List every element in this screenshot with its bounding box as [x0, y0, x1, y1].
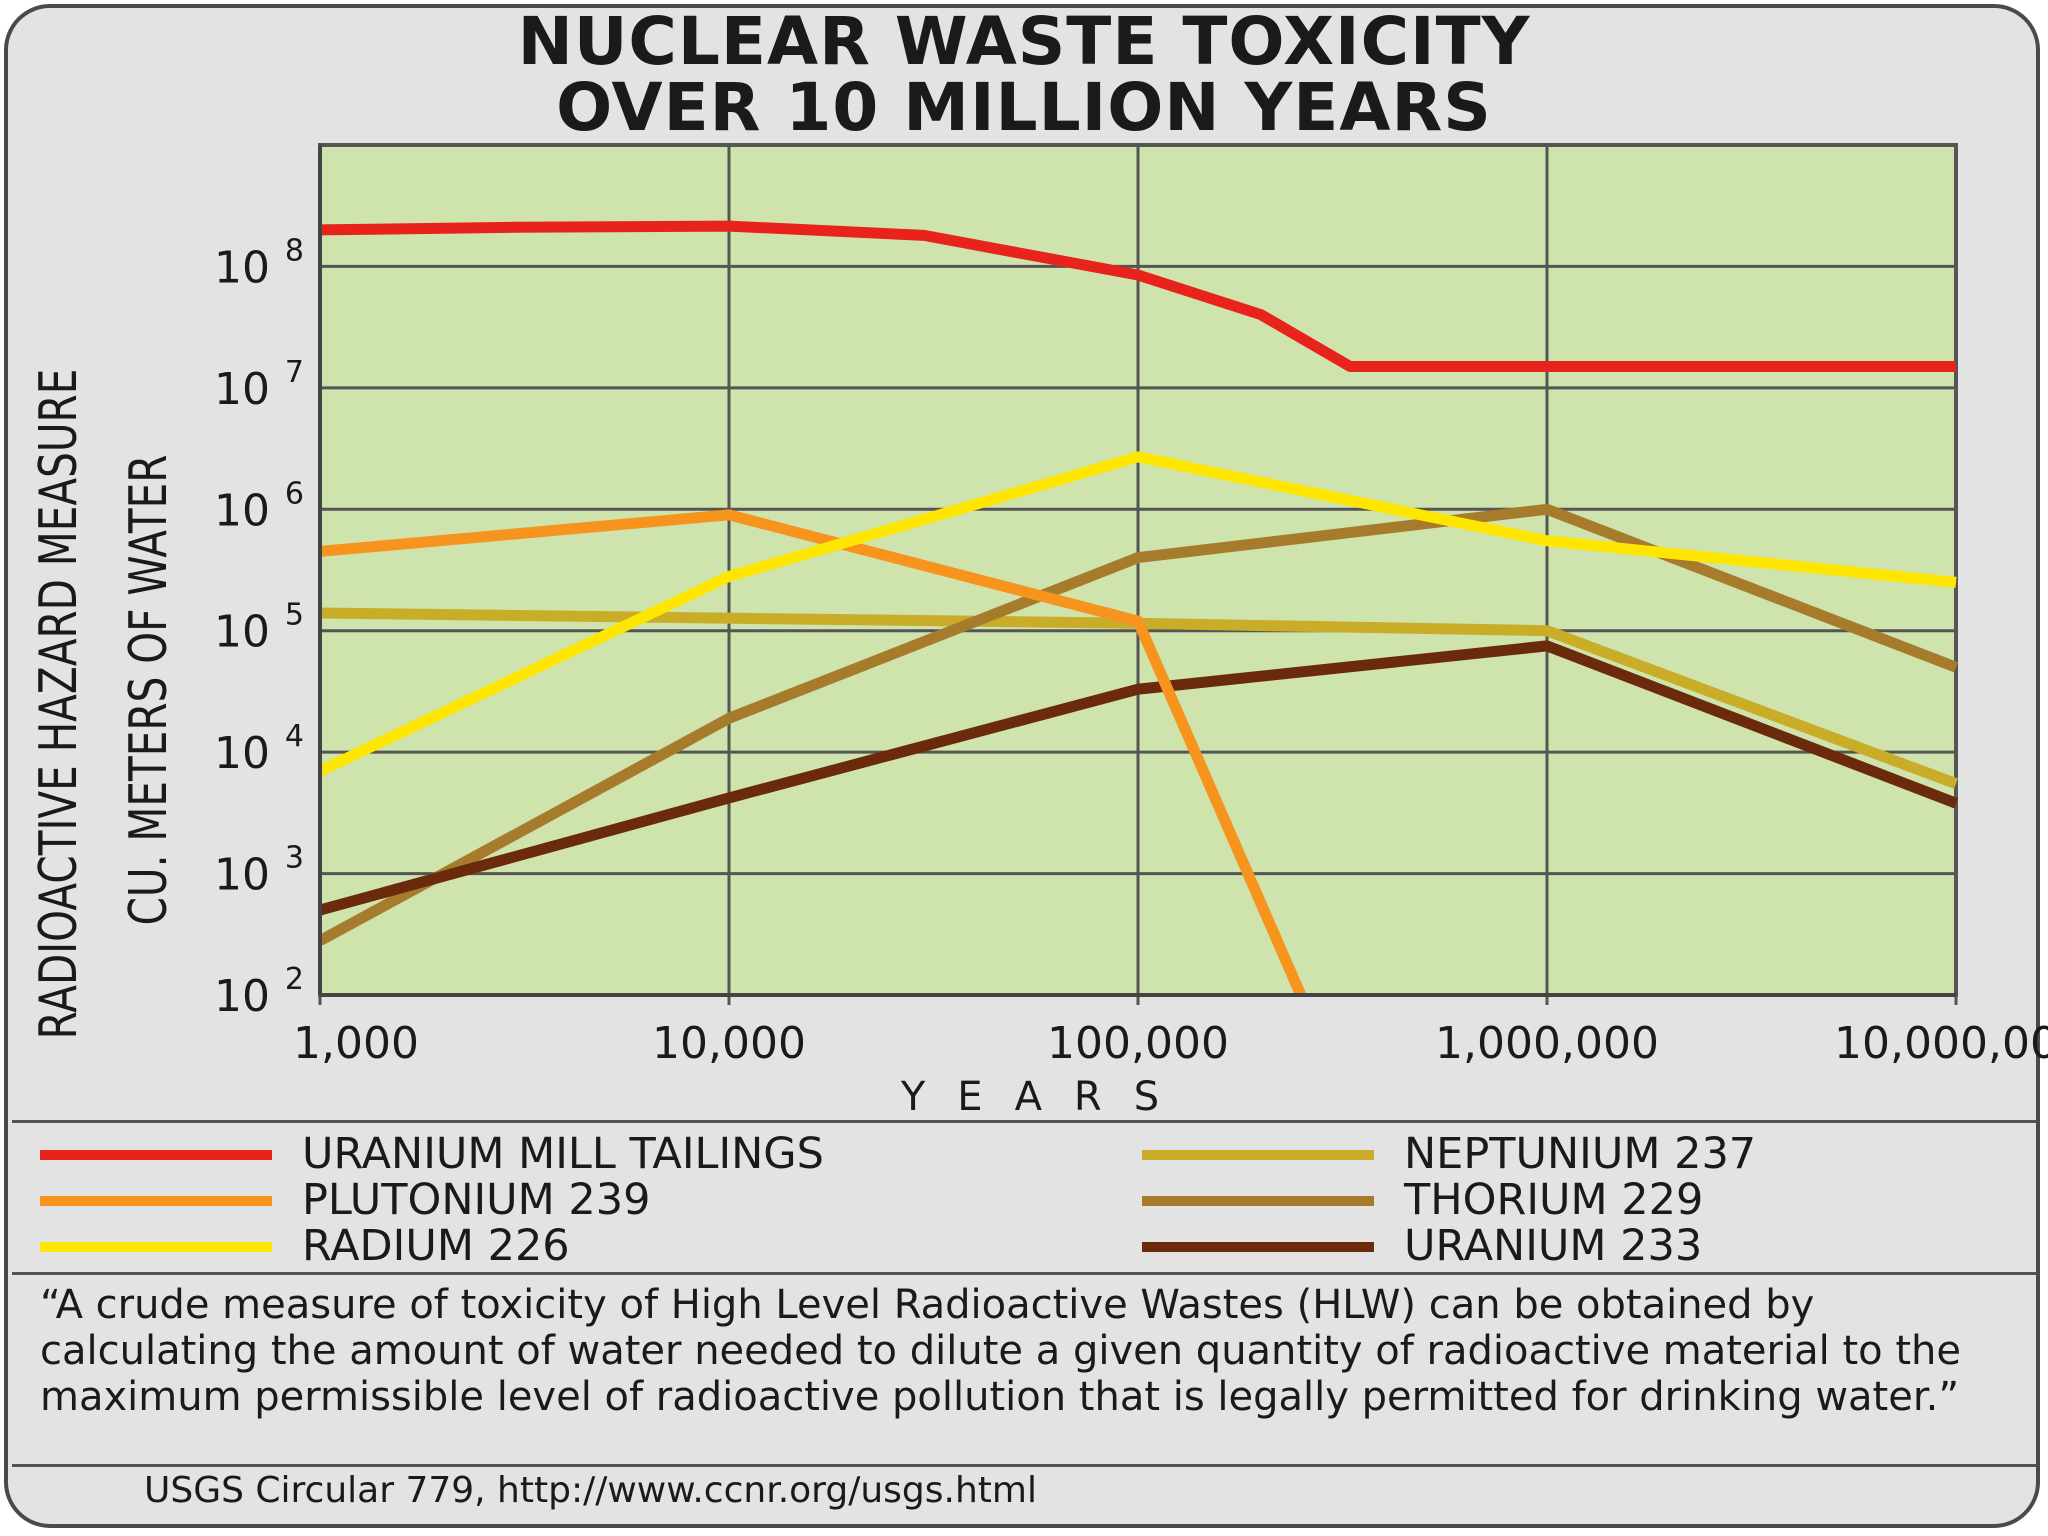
legend-swatch [40, 1150, 272, 1160]
series-line-radium-226 [317, 451, 1957, 776]
legend-swatch [1142, 1196, 1374, 1206]
legend-bottom-divider [12, 1272, 2036, 1275]
legend-swatch [40, 1196, 272, 1206]
source-divider [12, 1464, 2036, 1467]
chart-title-line-1: NUCLEAR WASTE TOXICITY [517, 3, 1531, 80]
legend-label: RADIUM 226 [302, 1221, 570, 1271]
x-tick-label: 10,000,000 [1834, 1018, 2048, 1069]
x-tick-label: 1,000 [293, 1018, 419, 1069]
y-tick-exponent: 4 [285, 719, 304, 754]
x-tick-label: 10,000 [652, 1018, 806, 1069]
series-line-neptunium-237 [319, 607, 1958, 789]
y-tick-exponent: 7 [285, 355, 304, 390]
source-citation: USGS Circular 779, http://www.ccnr.org/u… [144, 1470, 1037, 1511]
legend-label: NEPTUNIUM 237 [1404, 1129, 1757, 1179]
legend-label: URANIUM MILL TAILINGS [302, 1129, 824, 1179]
legend-label: PLUTONIUM 239 [302, 1175, 651, 1225]
series-lines [317, 220, 1958, 998]
y-tick-label: 10 [214, 971, 270, 1022]
y-tick-exponent: 6 [285, 476, 304, 511]
series-line-uranium-233 [318, 640, 1958, 916]
legend-swatch [40, 1242, 272, 1252]
y-tick-label: 10 [214, 850, 270, 901]
series-line-thorium-229 [317, 503, 1958, 946]
y-axis-label-line-2: CU. METERS OF WATER [118, 455, 178, 926]
x-tick-label: 1,000,000 [1435, 1018, 1659, 1069]
quote-text: “A crude measure of toxicity of High Lev… [40, 1282, 1961, 1420]
y-tick-exponent: 3 [285, 841, 304, 876]
legend-label: THORIUM 229 [1404, 1175, 1704, 1225]
legend-swatch [1142, 1150, 1374, 1160]
y-tick-exponent: 5 [285, 598, 304, 633]
y-tick-label: 10 [214, 728, 270, 779]
legend-swatch [1142, 1242, 1374, 1252]
x-axis-label: YEARS [900, 1074, 1191, 1120]
y-tick-exponent: 8 [285, 233, 304, 268]
chart-title-line-2: OVER 10 MILLION YEARS [556, 69, 1492, 146]
y-tick-label: 10 [214, 242, 270, 293]
legend-top-divider [12, 1120, 2036, 1123]
x-tick-label: 100,000 [1047, 1018, 1229, 1069]
y-tick-exponent: 2 [285, 962, 304, 997]
axes: 10 2 10 3 10 4 10 5 10 6 10 7 10 8 1,000 10,000 100,000 1… [214, 145, 2048, 1069]
y-tick-label: 10 [214, 607, 270, 658]
y-axis-label-line-1: RADIOACTIVE HAZARD MEASURE [28, 369, 88, 1040]
y-tick-label: 10 [214, 364, 270, 415]
series-line-uranium-mill-tailings [319, 220, 1956, 372]
series-line-plutonium-239 [319, 509, 1306, 998]
y-tick-label: 10 [214, 485, 270, 536]
legend-label: URANIUM 233 [1404, 1221, 1703, 1271]
